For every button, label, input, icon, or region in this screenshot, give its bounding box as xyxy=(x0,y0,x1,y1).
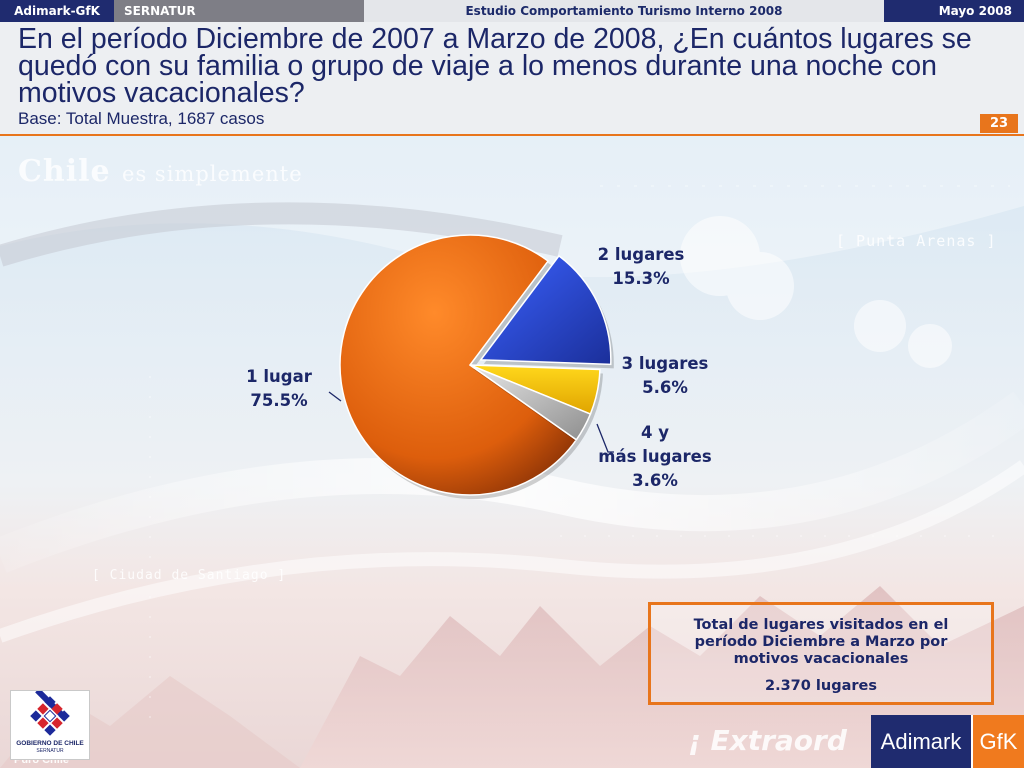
label-4-mas-lugares: 4 y más lugares 3.6% xyxy=(598,423,712,490)
adimark-gfk-logo: Adimark GfK xyxy=(871,715,1024,768)
gobierno-subtitle: SERNATUR xyxy=(36,748,64,754)
adimark-wordmark: Adimark xyxy=(871,715,971,768)
pie-leader-lines xyxy=(328,391,614,453)
summary-value: 2.370 lugares xyxy=(765,678,877,694)
client-name: SERNATUR xyxy=(114,0,364,22)
label-3-lugares: 3 lugares 5.6% xyxy=(622,354,709,397)
leader-4-mas-lugares xyxy=(596,423,614,453)
slide-header: En el período Diciembre de 2007 a Marzo … xyxy=(0,22,1024,136)
summary-text: Total de lugares visitados en el período… xyxy=(693,617,949,667)
label-2-lugares: 2 lugares 15.3% xyxy=(598,245,685,288)
study-date: Mayo 2008 xyxy=(884,0,1024,22)
santiago-caption: [ Ciudad de Santiago ] xyxy=(92,568,287,583)
chile-brand-watermark: Chile es simplemente xyxy=(18,154,303,189)
pie-labels: 2 lugares 15.3% 3 lugares 5.6% 1 lugar 75.5% 4… xyxy=(246,245,712,490)
gfk-wordmark: GfK xyxy=(971,715,1024,768)
company-name: Adimark-GfK xyxy=(0,0,114,22)
background-scenery xyxy=(0,136,1024,768)
extraordinario-watermark: ¡ Extraord xyxy=(688,724,847,757)
study-title: Estudio Comportamiento Turismo Interno 2… xyxy=(364,0,884,22)
punta-arenas-caption: [ Punta Arenas ] xyxy=(836,232,997,250)
slice-2-lugares xyxy=(479,254,612,366)
question-title: En el período Diciembre de 2007 a Marzo … xyxy=(18,23,972,109)
top-bar: Adimark-GfK SERNATUR Estudio Comportamie… xyxy=(0,0,1024,22)
slice-1-lugar xyxy=(339,234,578,496)
pie-slices xyxy=(339,234,614,499)
page-number: 23 xyxy=(980,114,1018,133)
leader-1-lugar xyxy=(328,391,342,402)
label-1-lugar: 1 lugar 75.5% xyxy=(246,367,313,410)
gobierno-name: GOBIERNO DE CHILE xyxy=(16,740,84,747)
sample-base: Base: Total Muestra, 1687 casos xyxy=(18,109,265,128)
slice-4-mas-lugares xyxy=(469,364,592,441)
gobierno-emblem-icon xyxy=(30,688,70,736)
summary-box: Total de lugares visitados en el período… xyxy=(648,602,994,705)
gobierno-de-chile-logo: GOBIERNO DE CHILE SERNATUR xyxy=(10,688,90,760)
